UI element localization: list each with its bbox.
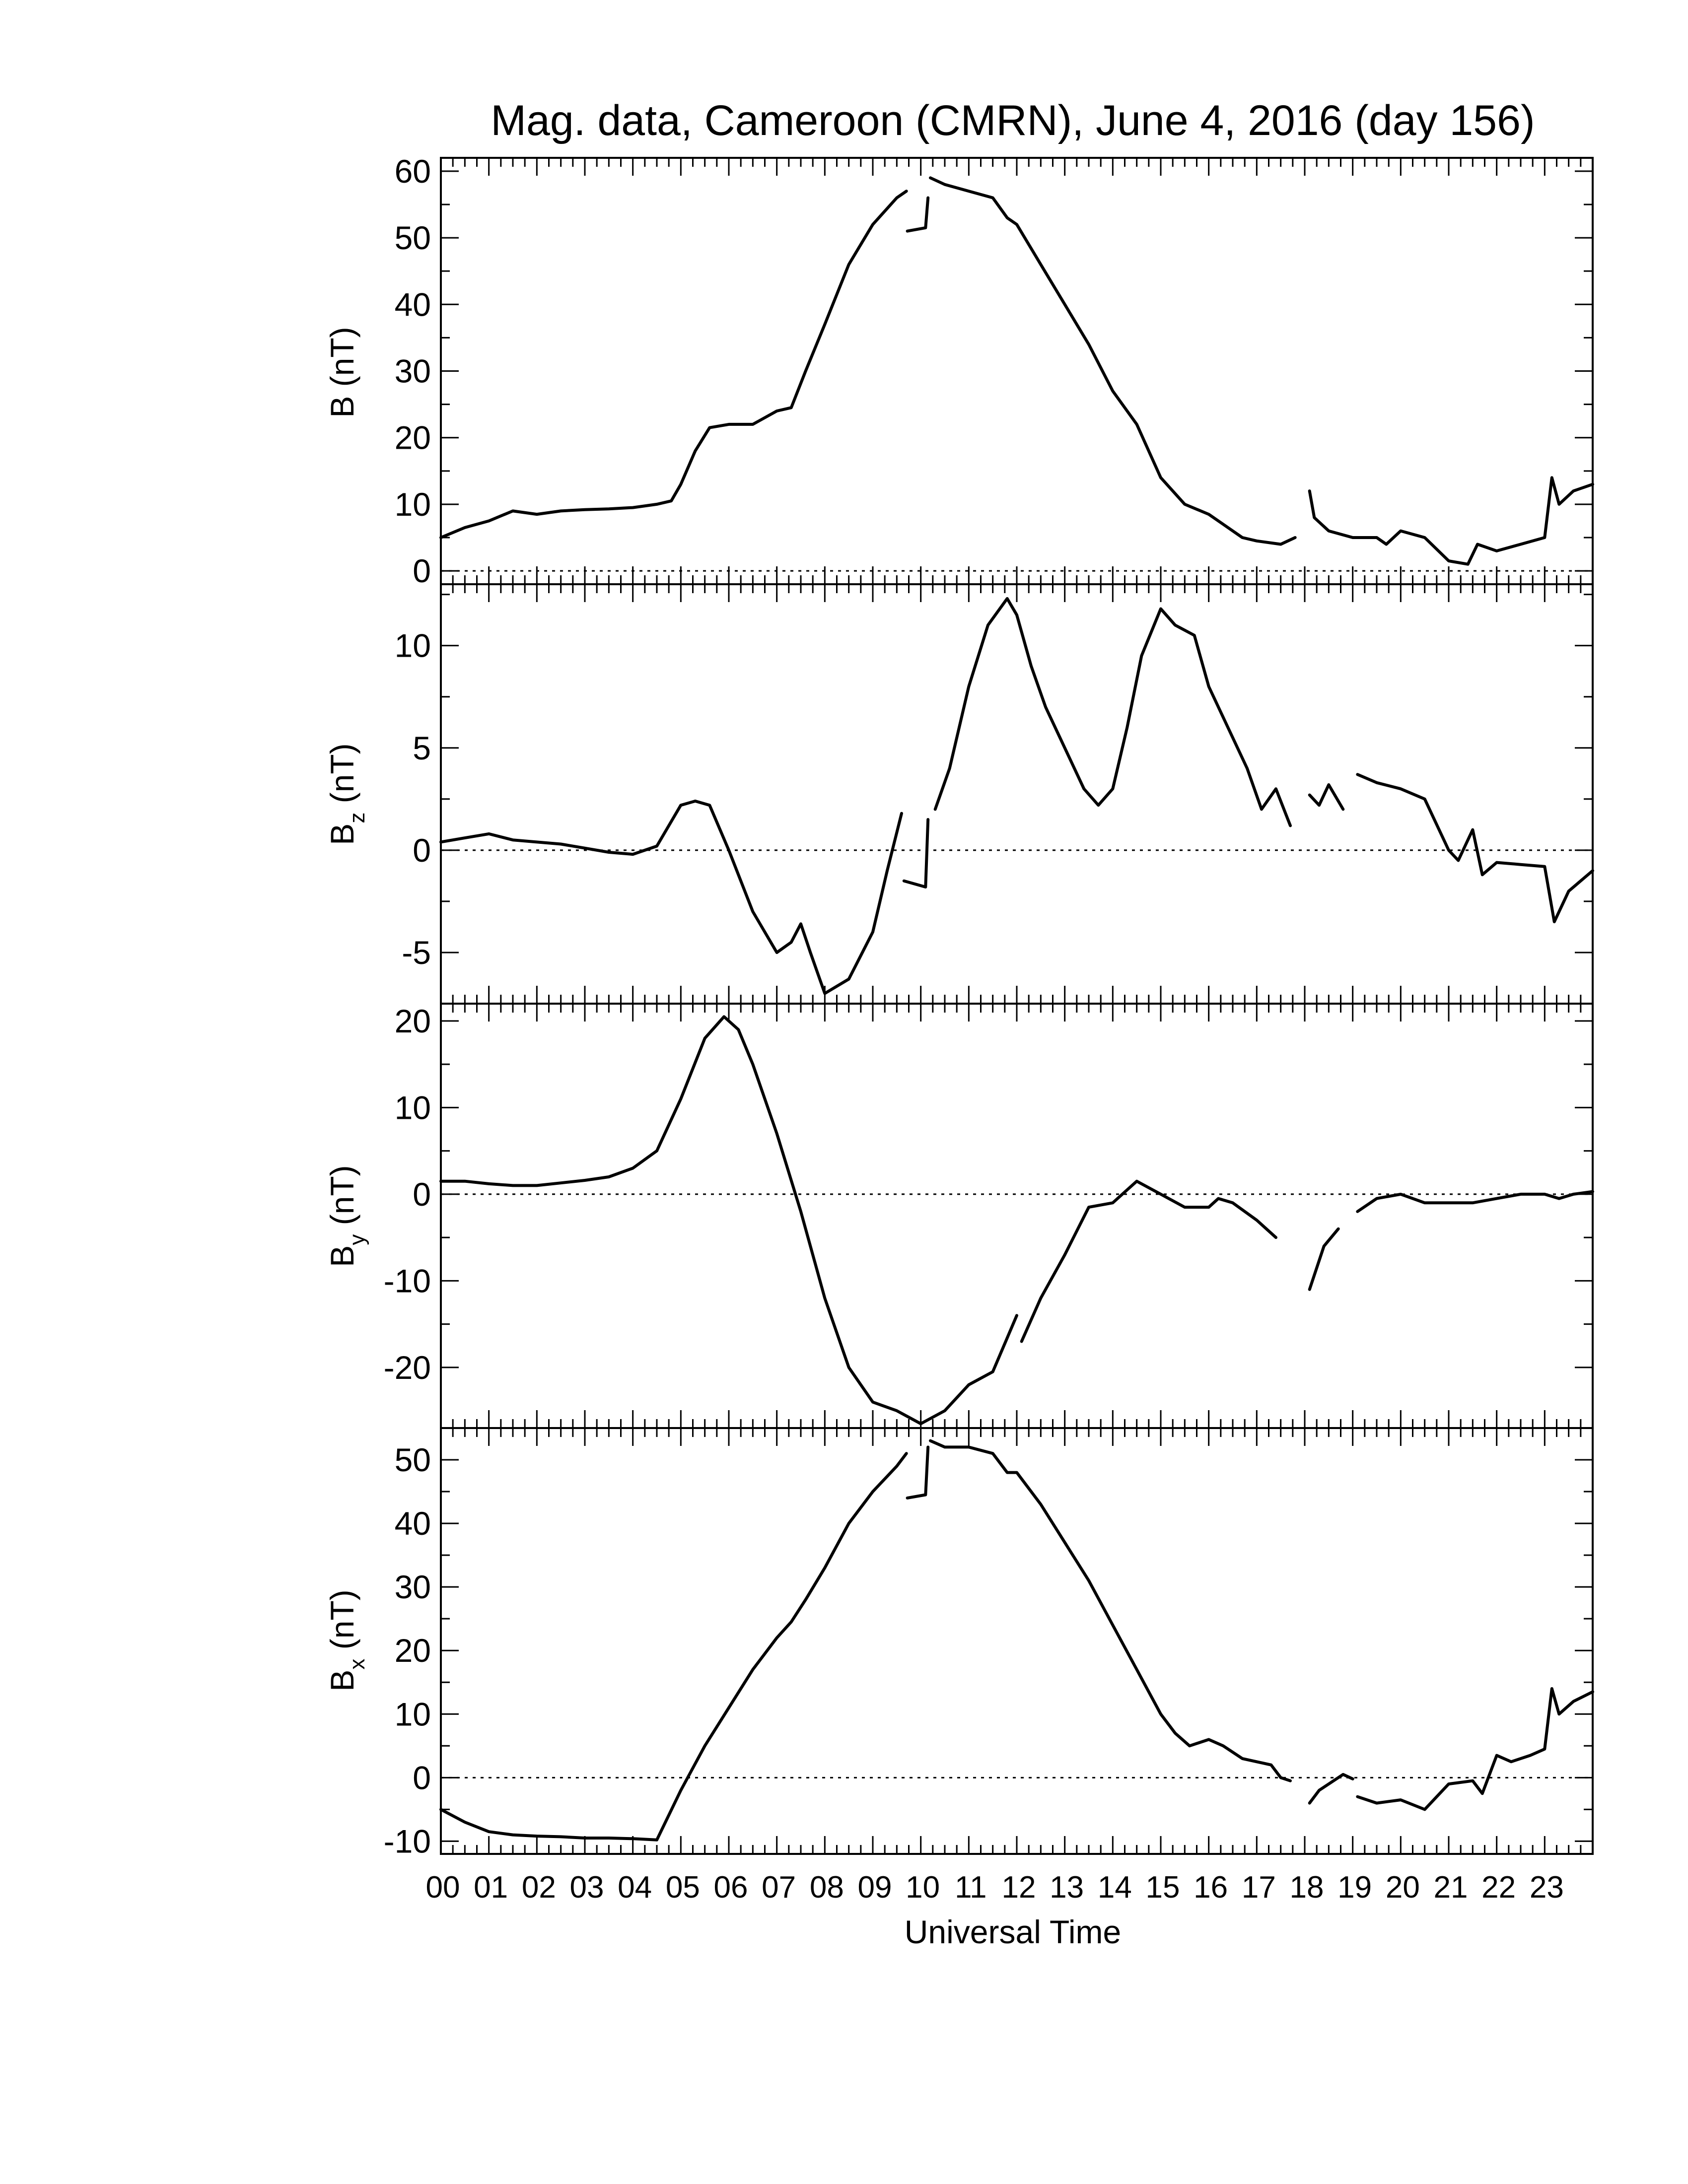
y-tick-label: 5: [413, 730, 431, 766]
series-by-segment-4: [1356, 1190, 1594, 1213]
x-tick-label: 07: [762, 1870, 796, 1905]
y-axis-label-unit: (nT): [324, 743, 360, 812]
x-tick-label: 02: [522, 1870, 556, 1905]
y-tick-label: -10: [384, 1262, 431, 1299]
y-axis-label-main: B: [324, 1670, 360, 1692]
series-bx-segment-1: [439, 1452, 908, 1842]
y-tick-label: -20: [384, 1349, 431, 1386]
y-axis-label-bx: Bx (nT): [324, 1589, 369, 1691]
y-tick-label: 40: [395, 1505, 431, 1542]
y-tick-label: 0: [413, 552, 431, 589]
x-tick-label: 20: [1386, 1870, 1420, 1905]
panel-bx: -10 0 10 20 30 40 50 Bx (nT): [324, 1427, 1594, 1859]
x-tick-label: 21: [1434, 1870, 1468, 1905]
y-tick-label: 60: [395, 153, 431, 190]
y-tick-label: -5: [402, 934, 431, 971]
y-axis-label-unit: (nT): [324, 1165, 360, 1234]
y-tick-label: -10: [384, 1823, 431, 1859]
x-tick-label: 16: [1194, 1870, 1228, 1905]
chart-title: Mag. data, Cameroon (CMRN), June 4, 2016…: [491, 97, 1535, 144]
y-axis-label-main: B: [324, 823, 360, 845]
x-tick-label: 22: [1481, 1870, 1516, 1905]
series-bz-segment-1: [439, 799, 903, 995]
x-tick-label: 19: [1337, 1870, 1372, 1905]
y-axis-label-by: By (nT): [324, 1165, 369, 1267]
x-tick-label: 18: [1290, 1870, 1324, 1905]
panel-frame: [440, 1427, 1594, 1855]
y-tick-label: 30: [395, 353, 431, 390]
y-tick-label: 10: [395, 486, 431, 523]
panel-b: 0 10 20 30 40 50 60 B (nT): [324, 153, 1594, 589]
series-bx-segment-5: [1356, 1687, 1594, 1811]
series-b-segment-1: [439, 190, 908, 539]
x-axis: 00 01 02 03 04 05 06 07 08 09 10 11 12 13 14 15 16 17 18 19…: [426, 1870, 1564, 1905]
x-tick-label: 13: [1050, 1870, 1084, 1905]
x-tick-label: 10: [906, 1870, 940, 1905]
panel-frame: [440, 583, 1594, 1005]
panel-frame: [440, 157, 1594, 585]
y-tick-label: 20: [395, 1632, 431, 1669]
x-tick-label: 11: [955, 1870, 986, 1905]
panel-by: -20 -10 0 10 20 By (nT): [324, 1003, 1594, 1429]
x-tick-label: 00: [426, 1870, 460, 1905]
x-tick-label: 14: [1098, 1870, 1132, 1905]
series-bz-segment-3: [933, 597, 1292, 827]
x-tick-label: 17: [1242, 1870, 1276, 1905]
panel-bz: -5 0 5 10 Bz (nT): [324, 583, 1594, 1005]
y-axis-label-subscript: y: [345, 1234, 369, 1245]
y-axis-label-subscript: z: [345, 813, 369, 823]
y-tick-label: 40: [395, 286, 431, 323]
y-axis-label-b: B (nT): [324, 327, 360, 417]
y-tick-label: 10: [395, 1089, 431, 1126]
y-tick-label: 0: [413, 832, 431, 869]
y-tick-label: 50: [395, 219, 431, 256]
y-axis-label-main: B: [324, 1245, 360, 1267]
y-tick-label: 10: [395, 627, 431, 664]
y-axis-label-main: B (nT): [324, 327, 360, 417]
series-b-segment-2: [906, 196, 930, 233]
series-by-segment-1: [439, 1015, 1018, 1426]
series-bz-segment-4: [1308, 783, 1345, 811]
x-tick-label: 03: [570, 1870, 604, 1905]
x-tick-label: 15: [1146, 1870, 1180, 1905]
series-by-segment-3: [1308, 1227, 1340, 1291]
panel-frame: [440, 1003, 1594, 1429]
y-tick-label: 0: [413, 1759, 431, 1796]
series-b-segment-3: [929, 176, 1297, 546]
series-bx-segment-4: [1308, 1773, 1354, 1805]
x-tick-label: 06: [714, 1870, 748, 1905]
y-tick-label: 10: [395, 1696, 431, 1732]
y-tick-label: 30: [395, 1569, 431, 1605]
x-tick-label: 05: [666, 1870, 700, 1905]
x-tick-label: 23: [1530, 1870, 1564, 1905]
x-tick-label: 04: [618, 1870, 652, 1905]
series-by-segment-2: [1020, 1179, 1277, 1343]
series-bx-segment-3: [929, 1439, 1292, 1782]
y-tick-label: 20: [395, 1003, 431, 1039]
y-tick-label: 0: [413, 1176, 431, 1213]
x-tick-label: 01: [474, 1870, 508, 1905]
y-tick-label: 20: [395, 419, 431, 456]
series-bx-segment-2: [906, 1445, 930, 1500]
series-bz-segment-2: [902, 818, 930, 888]
y-axis-label-bz: Bz (nT): [324, 743, 369, 845]
panels: 0 10 20 30 40 50 60 B (nT) -5 0 5 10 Bz (nT) -20 -10 0 1…: [324, 153, 1594, 1859]
y-tick-label: 50: [395, 1441, 431, 1478]
series-bz-segment-5: [1356, 773, 1594, 924]
x-tick-label: 12: [1002, 1870, 1036, 1905]
x-tick-label: 09: [858, 1870, 892, 1905]
y-axis-label-subscript: x: [345, 1659, 369, 1670]
series-b-segment-4: [1308, 476, 1594, 566]
y-axis-label-unit: (nT): [324, 1589, 360, 1658]
x-tick-label: 08: [810, 1870, 844, 1905]
x-axis-label: Universal Time: [905, 1913, 1121, 1950]
